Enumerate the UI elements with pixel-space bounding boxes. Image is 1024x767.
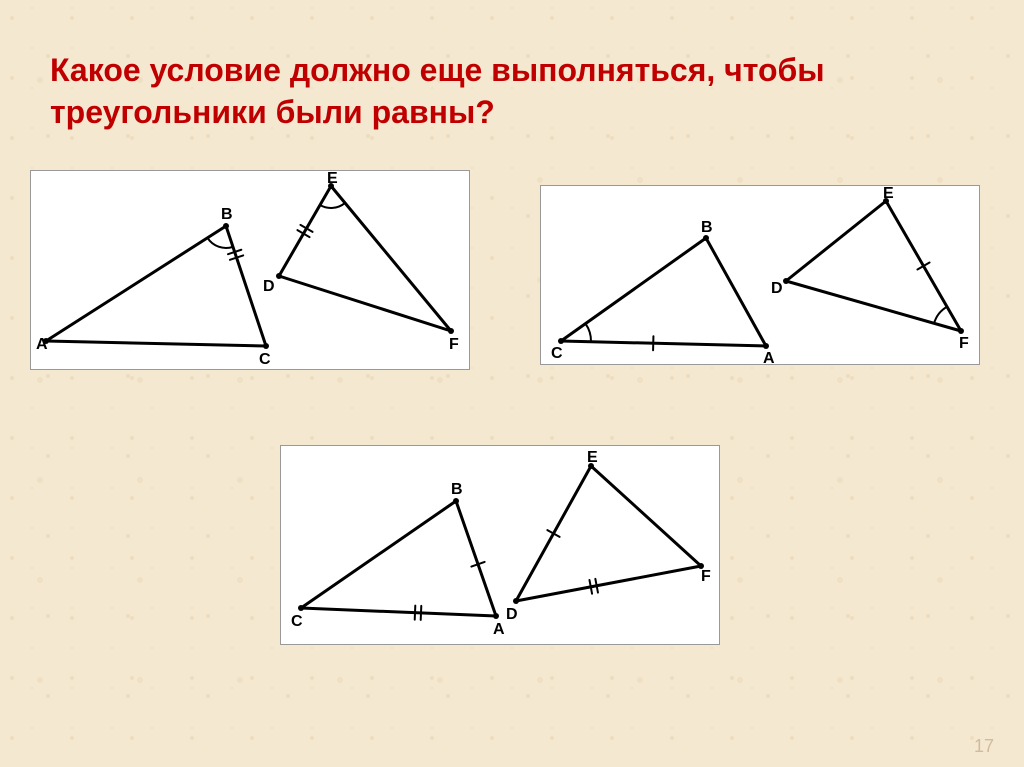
svg-text:D: D <box>771 280 783 297</box>
svg-text:F: F <box>449 336 459 353</box>
svg-text:C: C <box>551 345 563 362</box>
diagram-2: C B A D E F <box>540 185 980 365</box>
svg-text:A: A <box>763 350 775 366</box>
svg-text:E: E <box>587 449 598 466</box>
svg-text:E: E <box>327 171 338 187</box>
question-title: Какое условие должно еще выполняться, чт… <box>50 50 950 133</box>
svg-text:F: F <box>701 568 711 585</box>
diagram-1: A B C D E F <box>30 170 470 370</box>
svg-text:E: E <box>883 186 894 202</box>
svg-text:B: B <box>701 219 713 236</box>
svg-text:C: C <box>291 613 303 630</box>
svg-text:A: A <box>36 336 48 353</box>
svg-text:A: A <box>493 621 505 638</box>
page-number: 17 <box>974 736 994 757</box>
svg-text:D: D <box>506 606 518 623</box>
svg-text:C: C <box>259 351 271 368</box>
svg-text:F: F <box>959 335 969 352</box>
svg-text:B: B <box>451 481 463 498</box>
svg-text:B: B <box>221 206 233 223</box>
svg-text:D: D <box>263 278 275 295</box>
diagram-3: C B AD E F <box>280 445 720 645</box>
